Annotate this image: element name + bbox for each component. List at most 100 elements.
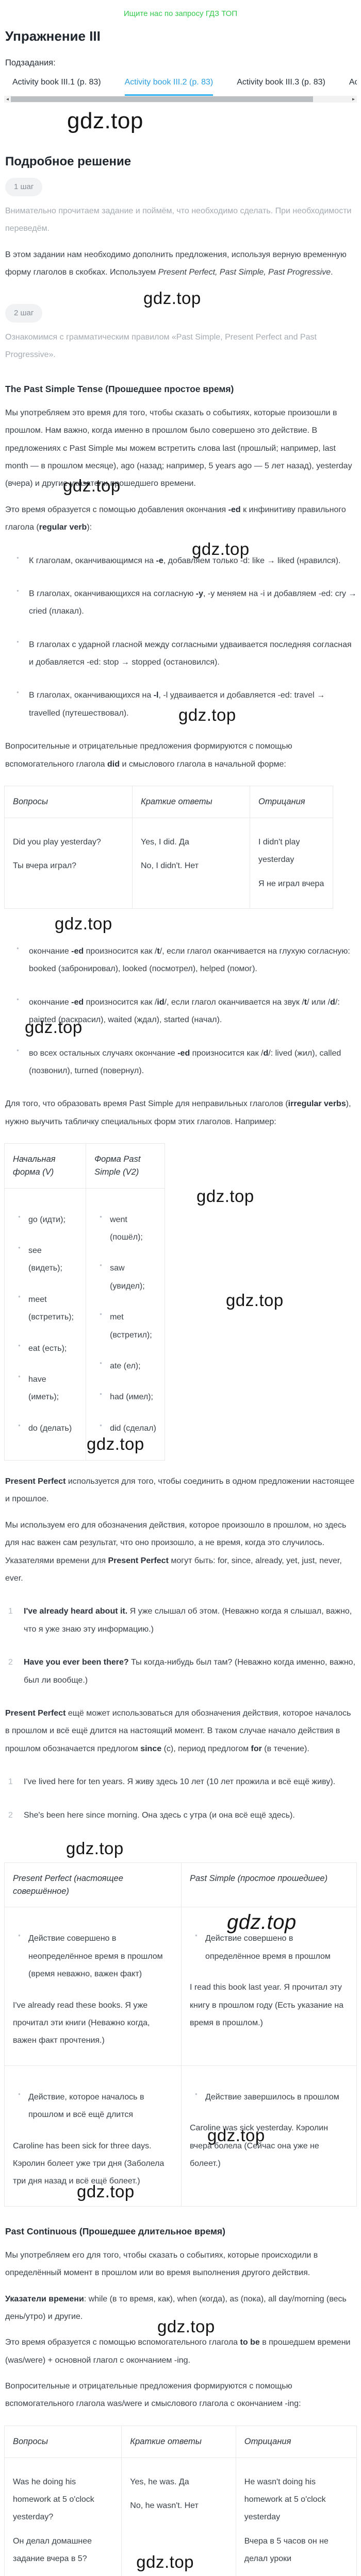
cell-line: Yes, he was. Да: [130, 2477, 189, 2486]
pp-vs-ps-table: Present Perfect (настоящее совершённое) …: [4, 1862, 357, 2207]
scroll-right-arrow-icon[interactable]: ►: [350, 96, 357, 103]
table-cell: I didn't play yesterday Я не играл вчера: [250, 817, 333, 909]
column-header: Вопросы: [4, 786, 133, 818]
cell-line: Вчера в 5 часов он не делал уроки: [244, 2536, 329, 2564]
watermark: gdz.top: [196, 1187, 254, 1206]
cell-line: Yes, I did. Да: [141, 837, 189, 846]
irregular-intro: Для того, что образовать время Past Simp…: [5, 1099, 351, 1126]
list-item: Действие совершено в определённое время …: [195, 1930, 348, 1965]
column-header: Краткие ответы: [132, 786, 250, 818]
table-cell: Действие, которое началось в прошлом и в…: [4, 2065, 182, 2207]
cell-line: Did you play yesterday?: [13, 837, 101, 846]
cell-line: Я не играл вчера: [258, 879, 324, 888]
table-cell: Действие завершилось в прошлом Caroline …: [181, 2065, 357, 2207]
list-item: 2 She's been here since morning. Она зде…: [4, 1807, 357, 1824]
ed-rules-list: К глаголам, оканчивающимся на -e, добавл…: [4, 552, 357, 725]
list-item: окончание -ed произносится как /t/, если…: [17, 943, 357, 978]
list-item: Действие совершено в неопределённое врем…: [18, 1930, 173, 1983]
solution-heading: Подробное решение: [5, 155, 132, 169]
list-item: did (сделал): [100, 1420, 156, 1437]
list-item: Действие, которое началось в прошлом и в…: [18, 2089, 173, 2124]
table-cell: Действие совершено в неопределённое врем…: [4, 1907, 182, 2066]
list-item: К глаголам, оканчивающимся на -e, добавл…: [17, 552, 357, 570]
cell-line: Was he doing his homework at 5 o'clock y…: [13, 2477, 94, 2522]
column-header: Форма Past Simple (V2): [86, 1143, 165, 1189]
tab-activity-book-iii-3[interactable]: Activity book III.3 (p. 83): [237, 77, 325, 87]
step-1: 1 шаг Внимательно прочитаем задание и по…: [4, 175, 357, 307]
step-1-badge: 1 шаг: [5, 178, 43, 196]
cell-line: No, I didn't. Нет: [141, 861, 199, 871]
column-header-text: Past Simple (простое прошедшее): [190, 1873, 328, 1883]
watermark: gdz.top: [66, 1838, 124, 1858]
tab-activity-book-iii-1[interactable]: Activity book III.1 (p. 83): [12, 77, 101, 87]
item-number: 1: [8, 1607, 13, 1616]
column-header: Present Perfect (настоящее совершённое): [4, 1862, 182, 1908]
table-row: Действие совершено в неопределённое врем…: [4, 1907, 357, 2066]
v1-list: go (идти); see (видеть); meet (встретить…: [13, 1211, 77, 1438]
list-item: Действие завершилось в прошлом: [195, 2089, 348, 2106]
list-item: go (идти);: [18, 1211, 77, 1229]
ed-pronunciation-list: окончание -ed произносится как /t/, если…: [4, 943, 357, 1080]
table-cell: Was he doing his homework at 5 o'clock y…: [4, 2457, 122, 2576]
list-item: saw (увидел);: [100, 1260, 156, 1295]
cell-example: I read this book last year. Я прочитал э…: [190, 1983, 344, 2027]
present-perfect-rule: Present Perfect используется для того, ч…: [4, 1473, 357, 2207]
table-cell: Did you play yesterday? Ты вчера играл?: [4, 817, 133, 909]
list-item-text: окончание -ed произносится как /id/, есл…: [29, 997, 340, 1025]
table-row: Was he doing his homework at 5 o'clock y…: [4, 2457, 357, 2576]
past-simple-usage-text: Мы употребляем это время для того, чтобы…: [5, 408, 352, 488]
column-header: Вопросы: [4, 2425, 122, 2458]
list-item: 2 Have you ever been there? Ты когда-ниб…: [4, 1654, 357, 1689]
list-item: meet (встретить);: [18, 1291, 77, 1327]
column-header: Начальная форма (V): [4, 1143, 87, 1189]
cell-example: Caroline was sick yesterday. Кэролин вче…: [190, 2124, 329, 2168]
present-perfect-intro: Present Perfect используется для того, ч…: [5, 1477, 355, 1504]
irregular-table-wrap: Начальная форма (V) Форма Past Simple (V…: [4, 1143, 357, 1461]
watermark: gdz.top: [226, 1291, 284, 1310]
list-item: В глаголах, оканчивающихся на согласную …: [17, 585, 357, 621]
column-header: Past Simple (простое прошедшее) gdz.top: [181, 1862, 357, 1933]
time-markers-text: Указатели времени: while (в то время, ка…: [5, 2294, 347, 2321]
cell-line: Ты вчера играл?: [13, 861, 77, 871]
list-item: 1 I've already heard about it. Я уже слы…: [4, 1603, 357, 1638]
item-number: 2: [8, 1658, 13, 1667]
present-perfect-since-for: Present Perfect ещё может использоваться…: [5, 1708, 351, 1753]
past-simple-usage: Мы употребляем это время для того, чтобы…: [5, 404, 357, 494]
watermark: gdz.top: [178, 705, 236, 725]
list-item: ate (ел);: [100, 1358, 156, 1375]
column-header: Отрицания: [250, 786, 333, 818]
cell-line: I didn't play yesterday: [258, 837, 300, 865]
page-title: Упражнение III: [5, 28, 101, 44]
past-simple-formation: Это время образуется с помощью добавлени…: [5, 501, 357, 557]
scroll-left-arrow-icon[interactable]: ◄: [4, 96, 11, 103]
table-cell: Действие совершено в определённое время …: [181, 1907, 357, 2066]
watermark: gdz.top: [55, 913, 112, 933]
watermark: gdz.top: [157, 2317, 215, 2336]
did-table: Вопросы Краткие ответы Отрицания Did you…: [4, 786, 333, 909]
scrollbar-thumb[interactable]: [11, 96, 313, 103]
did-intro: Вопросительные и отрицательные предложен…: [5, 742, 292, 769]
column-header: Отрицания: [235, 2425, 357, 2458]
list-item: окончание -ed произносится как /id/, есл…: [17, 994, 357, 1036]
table-row: go (идти); see (видеть); meet (встретить…: [4, 1188, 165, 1461]
list-item: see (видеть);: [18, 1242, 77, 1278]
tab-activity-book-iii-4[interactable]: Activit: [349, 77, 357, 87]
was-were-table: Вопросы Краткие ответы Отрицания Was he …: [4, 2425, 357, 2576]
promo-link[interactable]: Ищите нас по запросу ГДЗ ТОП: [123, 9, 238, 18]
list-item: во всех остальных случаях окончание -ed …: [17, 1045, 357, 1080]
table-cell: go (идти); see (видеть); meet (встретить…: [4, 1188, 87, 1461]
tab-activity-book-iii-2[interactable]: Activity book III.2 (p. 83): [124, 77, 214, 96]
list-item-text: В глаголах, оканчивающихся на -l, -l удв…: [29, 691, 325, 718]
item-number: 1: [8, 1777, 13, 1787]
column-header: Краткие ответы: [121, 2425, 236, 2458]
present-perfect-examples-1: 1 I've already heard about it. Я уже слы…: [4, 1603, 357, 1689]
cell-line: He wasn't doing his homework at 5 o'cloc…: [244, 2477, 326, 2522]
item-text: She's been here since morning. Она здесь…: [24, 1810, 295, 1820]
past-simple-heading: The Past Simple Tense (Прошедшее простое…: [5, 383, 234, 394]
watermark: gdz.top: [67, 108, 143, 134]
tabs-scrollbar[interactable]: ◄ ►: [4, 96, 357, 103]
time-markers: Указатели времени: while (в то время, ка…: [5, 2291, 357, 2335]
list-item: В глаголах, оканчивающихся на -l, -l удв…: [17, 687, 357, 725]
subtask-tabs: Activity book III.1 (p. 83) Activity boo…: [4, 72, 357, 96]
v2-list: went (пошёл); saw (увидел); met (встрети…: [94, 1211, 156, 1438]
